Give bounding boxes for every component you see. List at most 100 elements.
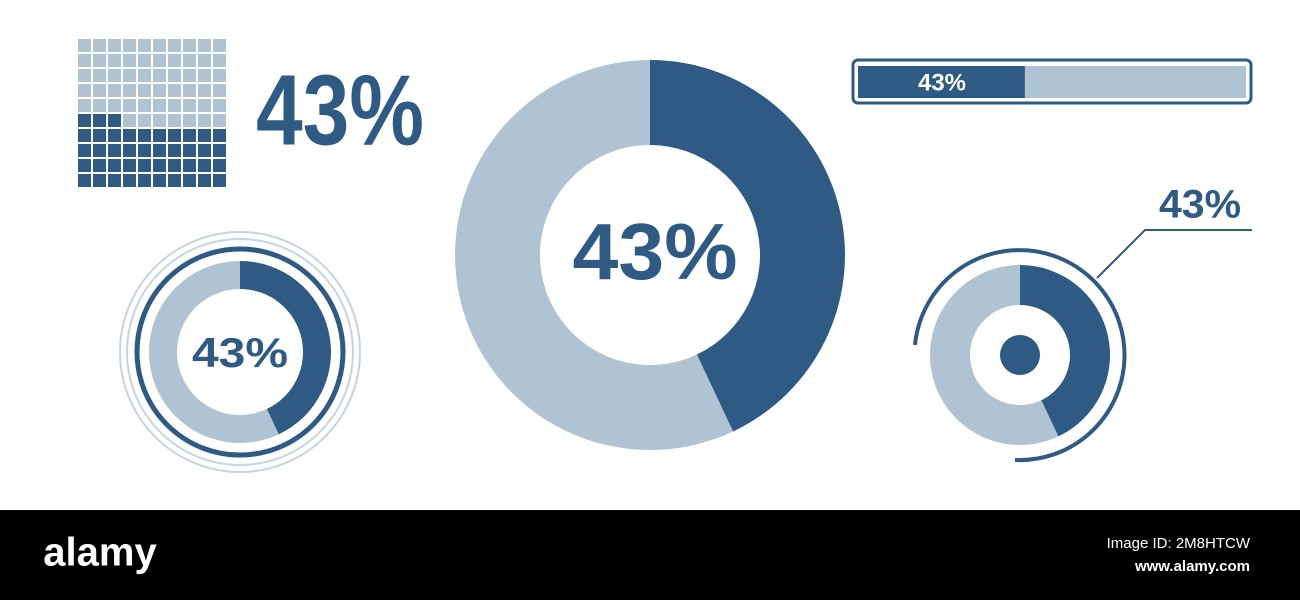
- waffle-cell: [183, 174, 196, 187]
- leader-line: [1096, 229, 1252, 279]
- value-label: 43%: [192, 329, 288, 376]
- waffle-cell: [108, 39, 121, 52]
- waffle-cell: [198, 174, 211, 187]
- waffle-cell: [213, 114, 226, 127]
- footer-band: [0, 510, 1300, 600]
- value-label: 43%: [573, 207, 738, 296]
- waffle-cell: [78, 129, 91, 142]
- value-label: 43%: [256, 54, 424, 166]
- waffle-cell: [78, 144, 91, 157]
- waffle-cell: [168, 159, 181, 172]
- waffle-cell: [153, 99, 166, 112]
- waffle-cell: [168, 174, 181, 187]
- waffle-cell: [108, 144, 121, 157]
- waffle-cell: [93, 129, 106, 142]
- waffle-cell: [78, 54, 91, 67]
- waffle-cell: [168, 129, 181, 142]
- waffle-cell: [183, 69, 196, 82]
- waffle-cell: [198, 39, 211, 52]
- gauge-hub: [1000, 335, 1040, 375]
- donut-segment: [650, 60, 846, 432]
- waffle-cell: [213, 39, 226, 52]
- progress-frame: [851, 58, 1253, 105]
- waffle-cell: [93, 39, 106, 52]
- waffle-cell: [183, 144, 196, 157]
- waffle-cell: [198, 159, 211, 172]
- waffle-cell: [168, 69, 181, 82]
- waffle-cell: [183, 159, 196, 172]
- waffle-cell: [78, 114, 91, 127]
- waffle-cell: [108, 69, 121, 82]
- waffle-cell: [108, 174, 121, 187]
- waffle-cell: [123, 84, 136, 97]
- waffle-cell: [198, 144, 211, 157]
- waffle-cell: [93, 54, 106, 67]
- waffle-cell: [108, 114, 121, 127]
- donut-segment: [1020, 265, 1111, 437]
- waffle-cell: [123, 129, 136, 142]
- donut-segment: [240, 261, 332, 435]
- waffle-cell: [213, 99, 226, 112]
- waffle-cell: [198, 129, 211, 142]
- waffle-cell: [138, 114, 151, 127]
- watermark-url: www.alamy.com: [1134, 558, 1250, 575]
- image-id: Image ID: 2M8HTCW: [1107, 535, 1251, 552]
- progress-fill: [858, 66, 1025, 98]
- waffle-cell: [138, 159, 151, 172]
- waffle-cell: [168, 39, 181, 52]
- waffle-cell: [78, 99, 91, 112]
- waffle-cell: [123, 54, 136, 67]
- waffle-cell: [123, 159, 136, 172]
- waffle-cell: [138, 84, 151, 97]
- donut-segment: [149, 261, 279, 443]
- waffle-cell: [153, 69, 166, 82]
- waffle-cell: [198, 54, 211, 67]
- waffle-cell: [153, 39, 166, 52]
- value-label: 43%: [1159, 183, 1241, 227]
- waffle-cell: [213, 144, 226, 157]
- waffle-cell: [108, 84, 121, 97]
- waffle-cell: [183, 39, 196, 52]
- waffle-cell: [153, 84, 166, 97]
- waffle-cell: [198, 84, 211, 97]
- waffle-cell: [183, 99, 196, 112]
- outer-ring: [119, 231, 361, 473]
- main-ring: [134, 246, 346, 458]
- waffle-cell: [153, 54, 166, 67]
- waffle-cell: [213, 54, 226, 67]
- waffle-cell: [123, 69, 136, 82]
- waffle-cell: [168, 114, 181, 127]
- waffle-cell: [93, 159, 106, 172]
- waffle-cell: [93, 114, 106, 127]
- waffle-cell: [123, 114, 136, 127]
- waffle-cell: [108, 129, 121, 142]
- gauge-arc: [913, 248, 1127, 463]
- waffle-cell: [138, 144, 151, 157]
- waffle-cell: [108, 54, 121, 67]
- waffle-cell: [183, 114, 196, 127]
- donut-segment: [454, 60, 734, 451]
- waffle-cell: [153, 144, 166, 157]
- waffle-cell: [213, 174, 226, 187]
- waffle-cell: [213, 159, 226, 172]
- waffle-cell: [138, 39, 151, 52]
- waffle-cell: [78, 174, 91, 187]
- waffle-cell: [138, 174, 151, 187]
- waffle-cell: [153, 174, 166, 187]
- waffle-cell: [93, 99, 106, 112]
- waffle-cell: [183, 54, 196, 67]
- waffle-cell: [123, 144, 136, 157]
- value-label: 43%: [918, 69, 966, 96]
- waffle-cell: [93, 174, 106, 187]
- waffle-cell: [198, 99, 211, 112]
- waffle-cell: [138, 99, 151, 112]
- waffle-cell: [93, 84, 106, 97]
- waffle-cell: [108, 159, 121, 172]
- waffle-cell: [183, 129, 196, 142]
- waffle-cell: [123, 39, 136, 52]
- waffle-cell: [213, 129, 226, 142]
- waffle-cell: [123, 174, 136, 187]
- waffle-cell: [168, 99, 181, 112]
